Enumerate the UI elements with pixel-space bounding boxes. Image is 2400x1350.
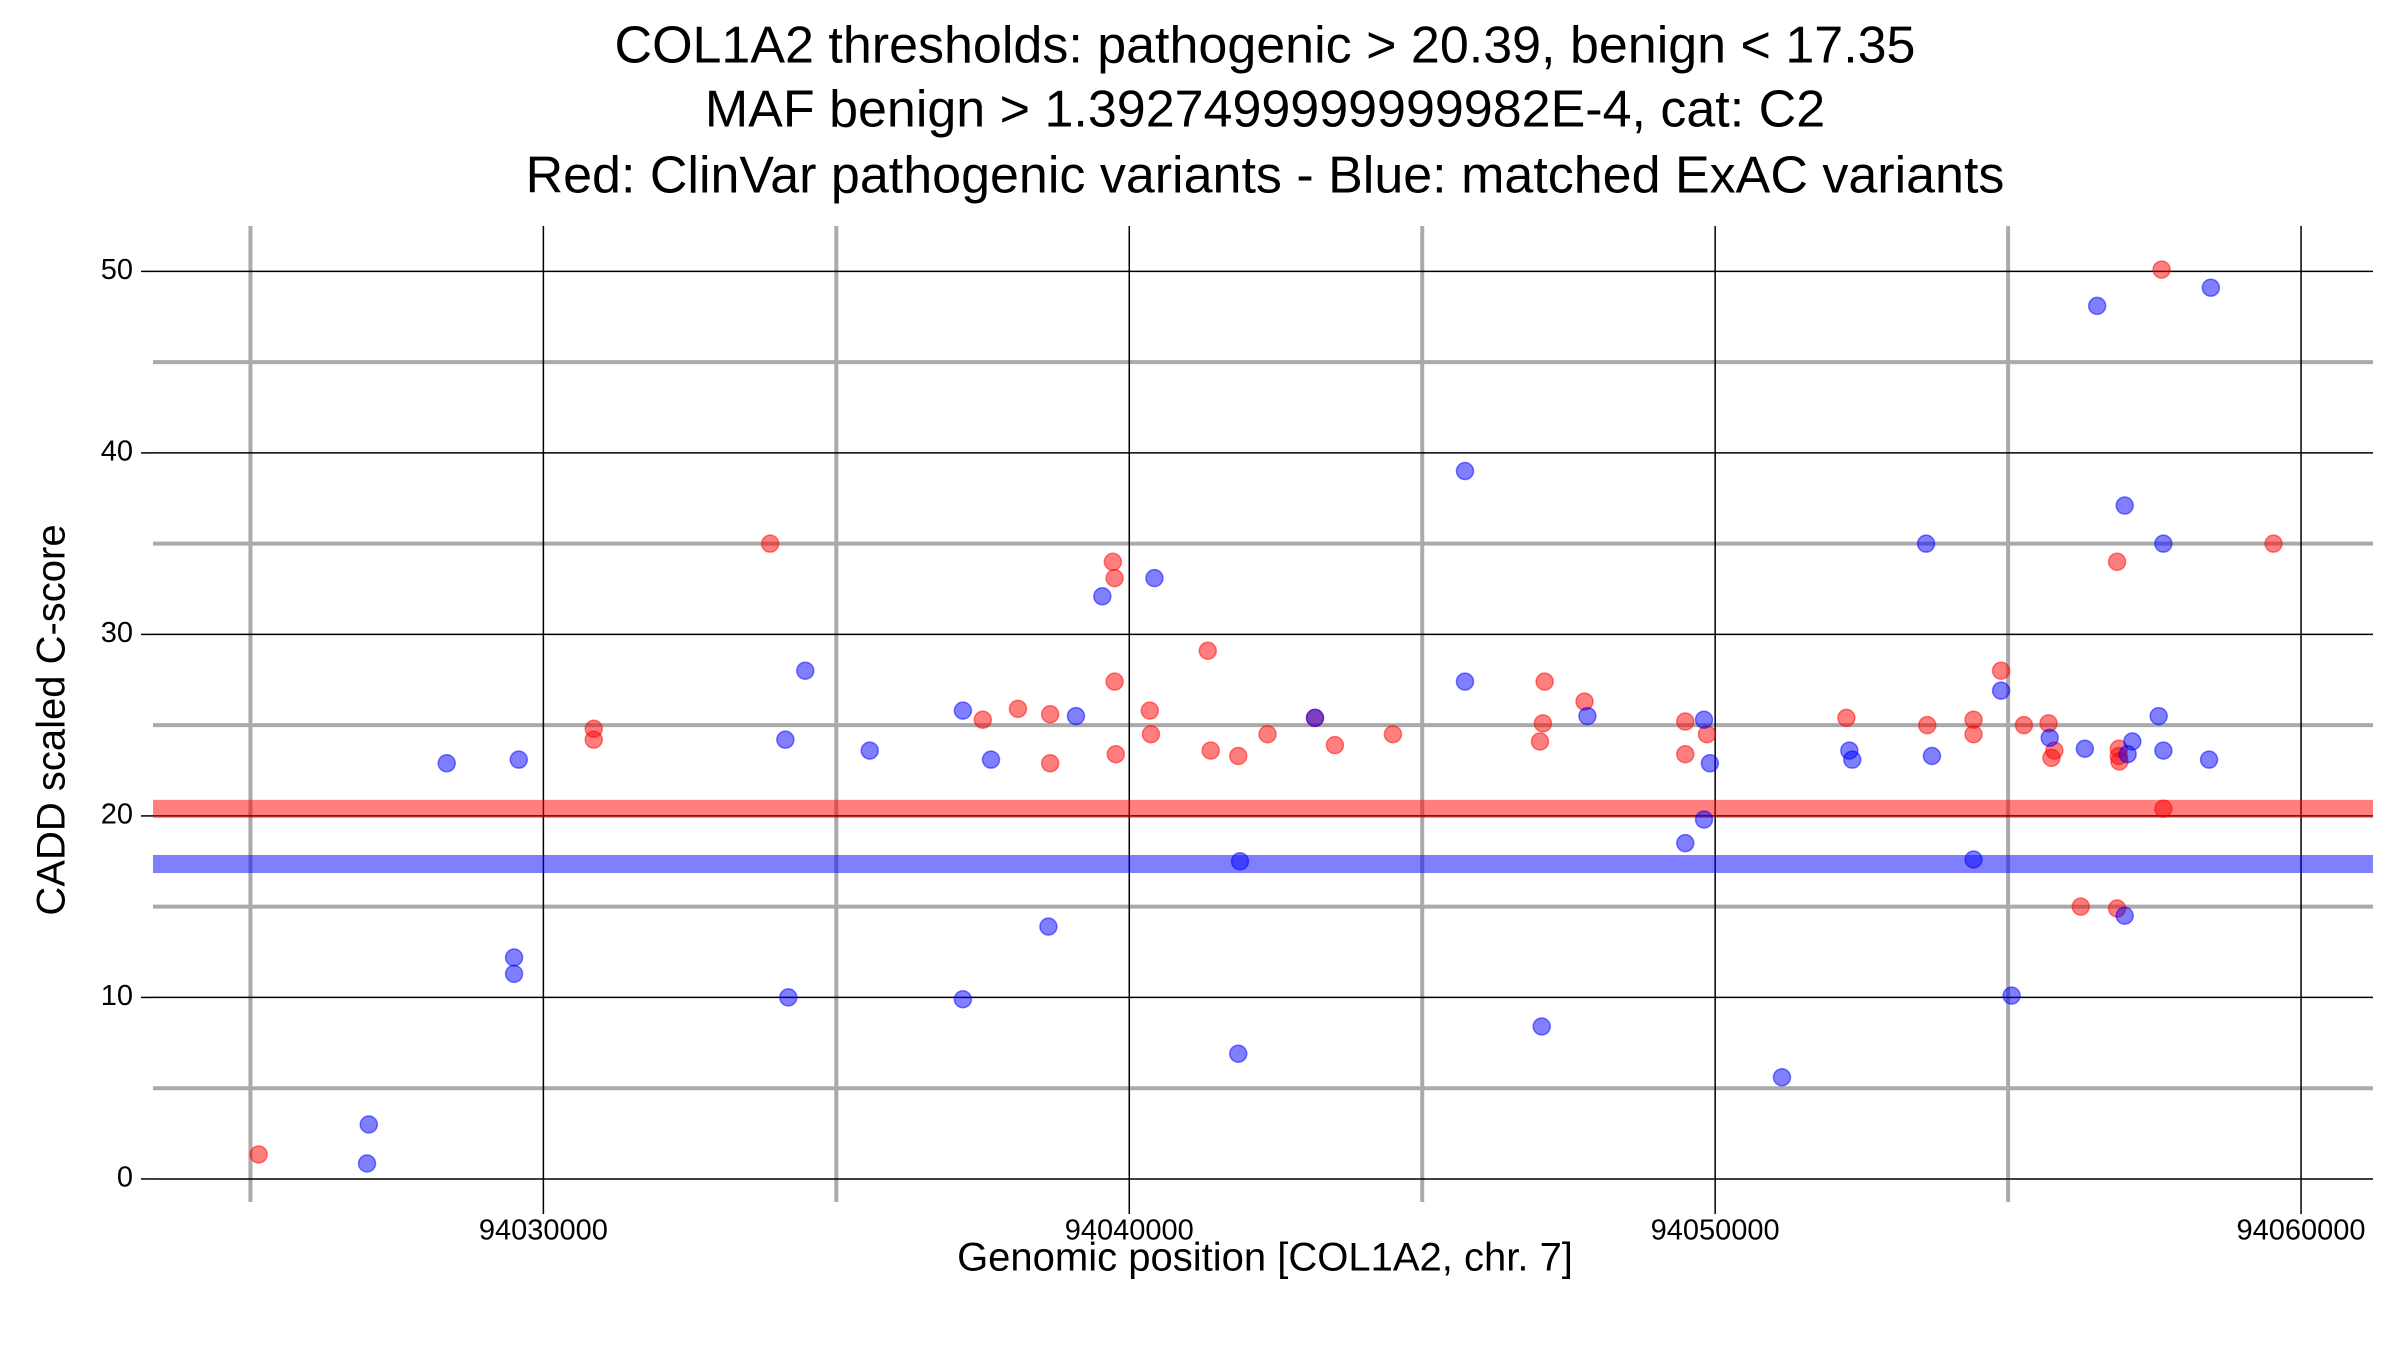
point (2152, 260, 2171, 279)
y-axis-title: CADD scaled C-score (30, 524, 74, 915)
point (2149, 706, 2168, 726)
point (437, 754, 456, 773)
y-tick-label: 30 (101, 617, 133, 649)
point (953, 701, 973, 720)
point (1228, 1044, 1248, 1063)
point (2115, 496, 2134, 515)
point (1305, 708, 1325, 728)
point (359, 1115, 379, 1134)
y-tick-label: 40 (101, 436, 133, 468)
point (2115, 906, 2134, 926)
point (1201, 741, 1220, 760)
point (1325, 735, 1345, 755)
point (1991, 681, 2011, 700)
x-tick-label: 94050000 (1651, 1215, 1780, 1247)
y-tick-label: 10 (101, 980, 133, 1012)
point (796, 661, 815, 680)
x-tick-label: 94060000 (2237, 1215, 2366, 1247)
point (1676, 744, 1695, 764)
point (1535, 672, 1554, 691)
point (249, 1145, 268, 1164)
point (1964, 724, 1983, 744)
point (2040, 728, 2059, 748)
point (1532, 1017, 1551, 1036)
point (504, 964, 524, 984)
point (1991, 661, 2011, 680)
point (1694, 710, 1714, 729)
point (504, 948, 524, 967)
point (973, 710, 993, 729)
point (1837, 708, 1856, 728)
point (1533, 714, 1553, 733)
point (1066, 706, 1086, 726)
point (860, 741, 879, 760)
point (1141, 724, 1161, 744)
x-axis-title: Genomic position [COL1A2, chr. 7] (957, 1236, 1573, 1280)
point (1145, 568, 1164, 588)
point (1140, 701, 1160, 720)
point (1676, 712, 1695, 731)
point (1700, 754, 1720, 773)
point (1093, 587, 1112, 606)
point (779, 988, 798, 1007)
point (1916, 534, 1936, 553)
point (2154, 741, 2173, 760)
point (1040, 754, 1060, 773)
point (1198, 641, 1218, 660)
point (1228, 746, 1248, 766)
point (2071, 897, 2091, 916)
point (760, 534, 780, 553)
point (2002, 986, 2021, 1005)
point (2107, 552, 2127, 572)
point (1103, 552, 1123, 572)
y-tick-label: 0 (117, 1162, 133, 1194)
point (1922, 746, 1942, 766)
point (1105, 672, 1124, 691)
point (1530, 732, 1550, 751)
point (1106, 744, 1126, 764)
point (1843, 750, 1862, 769)
y-tick-label: 50 (101, 254, 133, 286)
point (1040, 705, 1060, 724)
point (1105, 568, 1124, 588)
point (1039, 917, 1058, 936)
point (981, 750, 1001, 769)
point (2264, 534, 2283, 553)
chart-title: COL1A2 thresholds: pathogenic > 20.39, b… (615, 17, 1916, 75)
point (357, 1154, 377, 1173)
point (2154, 799, 2173, 818)
x-tick-label: 94040000 (1065, 1215, 1194, 1247)
point (1772, 1068, 1792, 1087)
point (1694, 810, 1714, 829)
point (1676, 833, 1695, 853)
point (1918, 715, 1937, 735)
point (2201, 278, 2221, 297)
x-tick-label: 94030000 (479, 1215, 608, 1247)
point (1964, 850, 1983, 869)
point (2118, 744, 2137, 764)
chart-subtitle: MAF benign > 1.3927499999999982E-4, cat:… (705, 81, 1825, 139)
point (1258, 724, 1277, 744)
point (1008, 699, 1028, 719)
point (509, 750, 529, 769)
point (2087, 296, 2107, 316)
point (2199, 750, 2219, 769)
point (2154, 534, 2173, 553)
point (953, 989, 973, 1009)
chart-subtitle: Red: ClinVar pathogenic variants - Blue:… (526, 147, 2005, 205)
point (584, 730, 604, 749)
point (1230, 852, 1250, 871)
point (2075, 739, 2095, 759)
point (776, 730, 795, 749)
point (1578, 706, 1597, 726)
point (1455, 461, 1475, 481)
y-tick-label: 20 (101, 799, 133, 831)
point (1383, 724, 1403, 744)
point (2014, 715, 2034, 735)
point (1455, 672, 1475, 691)
